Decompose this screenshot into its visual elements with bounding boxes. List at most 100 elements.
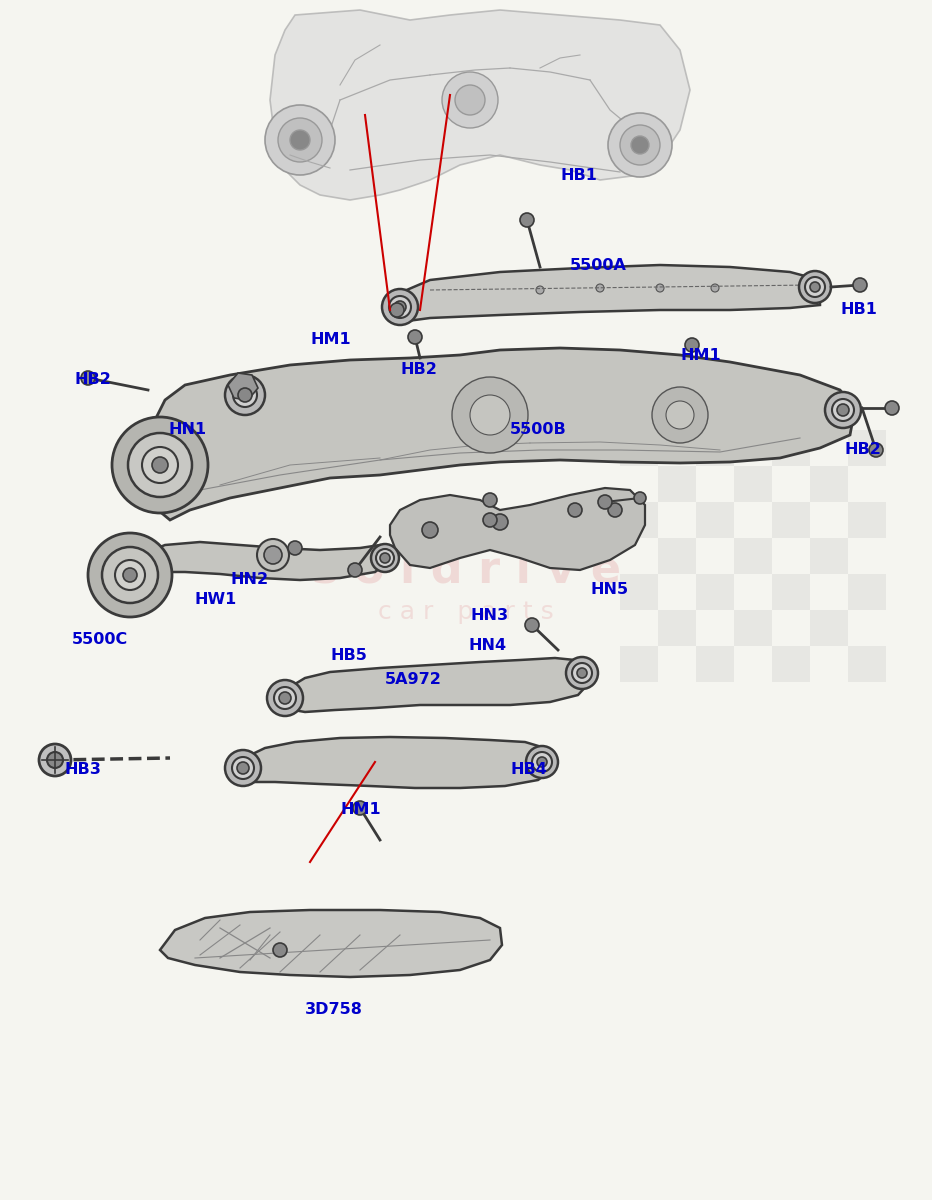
Circle shape <box>152 457 168 473</box>
Circle shape <box>470 395 510 434</box>
Text: HB3: HB3 <box>65 762 102 778</box>
Bar <box>620 430 658 466</box>
Bar <box>848 502 886 538</box>
Circle shape <box>810 282 820 292</box>
Circle shape <box>225 374 265 415</box>
Text: HB5: HB5 <box>330 648 367 662</box>
Text: HW1: HW1 <box>195 593 238 607</box>
Circle shape <box>408 330 422 344</box>
Circle shape <box>115 560 145 590</box>
Bar <box>848 430 886 466</box>
Circle shape <box>264 546 282 564</box>
Circle shape <box>656 284 664 292</box>
Circle shape <box>376 550 394 566</box>
Circle shape <box>853 278 867 292</box>
Bar <box>772 646 810 682</box>
Text: HB2: HB2 <box>400 362 437 378</box>
Text: HB2: HB2 <box>75 372 112 388</box>
Circle shape <box>47 752 63 768</box>
Text: c a r   p a r t s: c a r p a r t s <box>378 600 554 624</box>
Circle shape <box>520 214 534 227</box>
Bar <box>848 574 886 610</box>
Polygon shape <box>390 488 645 570</box>
Circle shape <box>267 680 303 716</box>
Circle shape <box>389 296 411 318</box>
Circle shape <box>608 113 672 176</box>
Bar <box>658 610 696 646</box>
Text: HN5: HN5 <box>590 582 628 598</box>
Circle shape <box>422 522 438 538</box>
Circle shape <box>832 398 854 421</box>
Bar <box>772 430 810 466</box>
Circle shape <box>620 125 660 164</box>
Polygon shape <box>122 542 390 584</box>
Bar <box>734 538 772 574</box>
Circle shape <box>572 662 592 683</box>
Bar <box>810 466 848 502</box>
Text: HM1: HM1 <box>310 332 350 348</box>
Text: s o l d r i v e: s o l d r i v e <box>311 548 621 592</box>
Circle shape <box>685 338 699 352</box>
Text: 5500B: 5500B <box>510 422 567 438</box>
Circle shape <box>279 692 291 704</box>
Circle shape <box>123 568 137 582</box>
Text: HM1: HM1 <box>680 348 720 362</box>
Circle shape <box>525 618 539 632</box>
Circle shape <box>102 547 158 602</box>
Circle shape <box>452 377 528 452</box>
Circle shape <box>711 284 719 292</box>
Circle shape <box>288 541 302 554</box>
Circle shape <box>237 762 249 774</box>
Circle shape <box>225 750 261 786</box>
Bar <box>620 574 658 610</box>
Circle shape <box>382 289 418 325</box>
Circle shape <box>837 404 849 416</box>
Circle shape <box>492 514 508 530</box>
Circle shape <box>290 130 310 150</box>
Circle shape <box>805 277 825 296</box>
Text: HB1: HB1 <box>560 168 596 182</box>
Polygon shape <box>270 10 690 200</box>
Bar <box>810 538 848 574</box>
Bar <box>734 466 772 502</box>
Circle shape <box>442 72 498 128</box>
Circle shape <box>666 401 694 428</box>
Circle shape <box>112 416 208 514</box>
Circle shape <box>455 85 485 115</box>
Circle shape <box>598 494 612 509</box>
Text: HN2: HN2 <box>230 572 268 588</box>
Text: HN3: HN3 <box>470 607 508 623</box>
Polygon shape <box>278 658 590 712</box>
Circle shape <box>634 492 646 504</box>
Text: HB1: HB1 <box>840 302 877 318</box>
Bar <box>658 466 696 502</box>
Circle shape <box>265 104 335 175</box>
Circle shape <box>274 686 296 709</box>
Text: 3D758: 3D758 <box>305 1002 363 1018</box>
Polygon shape <box>390 265 820 322</box>
Bar <box>620 502 658 538</box>
Bar <box>696 502 734 538</box>
Circle shape <box>483 493 497 506</box>
Circle shape <box>536 286 544 294</box>
Circle shape <box>273 943 287 958</box>
Text: HB2: HB2 <box>845 443 882 457</box>
Text: HN4: HN4 <box>468 637 506 653</box>
Text: 5500A: 5500A <box>570 258 627 272</box>
Polygon shape <box>150 348 855 520</box>
Circle shape <box>380 553 390 563</box>
Circle shape <box>238 388 252 402</box>
Text: 5A972: 5A972 <box>385 672 442 688</box>
Bar <box>696 430 734 466</box>
Circle shape <box>869 443 883 457</box>
Circle shape <box>232 757 254 779</box>
Circle shape <box>394 301 406 313</box>
Circle shape <box>532 752 552 772</box>
Bar <box>696 646 734 682</box>
Circle shape <box>577 668 587 678</box>
Bar <box>696 574 734 610</box>
Polygon shape <box>160 910 502 977</box>
Text: HM1: HM1 <box>340 803 380 817</box>
Circle shape <box>885 401 899 415</box>
Polygon shape <box>230 737 555 788</box>
